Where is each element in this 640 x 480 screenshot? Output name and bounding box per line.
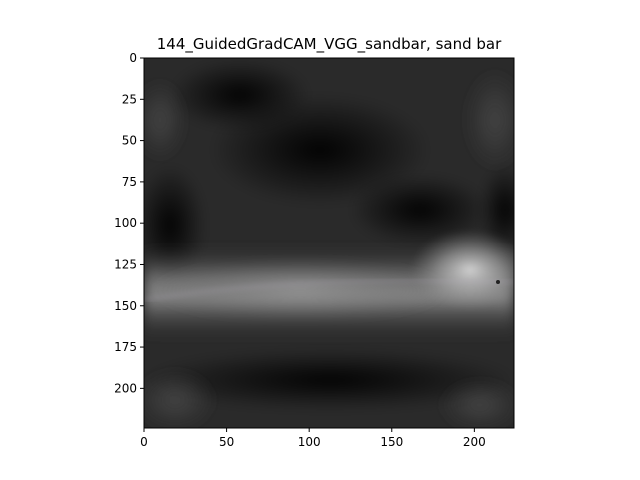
y-tick-label: 25	[122, 92, 137, 106]
x-tick-label: 200	[463, 435, 486, 449]
x-tick-label: 50	[219, 435, 234, 449]
y-tick-label: 150	[114, 299, 137, 313]
y-axis: 0 25 50 75 100 125 150 175 200	[114, 51, 144, 395]
x-tick-label: 100	[298, 435, 321, 449]
plot-frame	[143, 57, 515, 429]
x-axis: 0 50 100 150 200	[140, 428, 486, 449]
saliency-image	[144, 58, 514, 428]
y-tick-label: 100	[114, 216, 137, 230]
y-tick-label: 125	[114, 257, 137, 271]
y-tick-label: 175	[114, 340, 137, 354]
y-tick-label: 50	[122, 134, 137, 148]
y-tick-label: 75	[122, 175, 137, 189]
y-tick-label: 200	[114, 381, 137, 395]
y-tick-label: 0	[129, 51, 137, 65]
x-tick-label: 150	[380, 435, 403, 449]
chart-title: 144_GuidedGradCAM_VGG_sandbar, sand bar	[157, 35, 502, 54]
x-tick-label: 0	[140, 435, 148, 449]
